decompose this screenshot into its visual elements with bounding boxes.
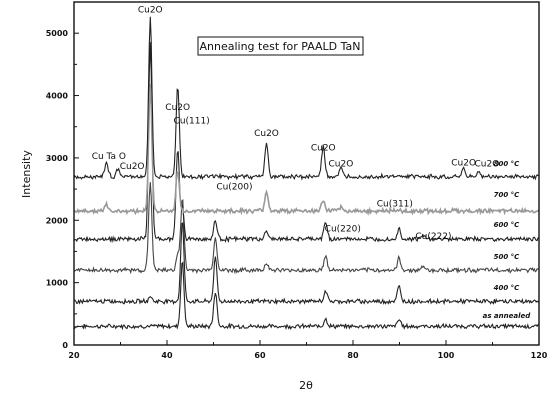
chart-title-box: Annealing test for PAALD TaN xyxy=(197,36,364,56)
curve-labels: 800 °C 700 °C 600 °C 500 °C 400 °C as anneale… xyxy=(483,160,532,320)
series-line-1 xyxy=(74,222,539,306)
series-line-0 xyxy=(74,261,539,331)
x-tick-label: 100 xyxy=(438,351,455,360)
series-line-5 xyxy=(74,16,539,181)
y-tick-label: 3000 xyxy=(46,154,69,163)
peak-label: Cu2O xyxy=(329,160,354,170)
peak-label: Cu2O xyxy=(254,129,279,139)
axis-ticks: 20 40 60 80 100 120 0 1000 2000 3000 4000 5000 xyxy=(46,29,548,360)
series-traces xyxy=(74,16,539,331)
peak-label: Cu(200) xyxy=(216,183,252,193)
x-tick-label: 40 xyxy=(161,351,173,360)
peak-label: Cu(311) xyxy=(377,200,413,210)
peak-label: Cu2O xyxy=(451,158,476,168)
peak-label: Cu2O xyxy=(165,103,190,113)
curve-label: 800 °C xyxy=(494,160,521,168)
peak-label: Cu Ta O xyxy=(92,152,126,162)
y-tick-label: 2000 xyxy=(46,216,69,225)
curve-label: as annealed xyxy=(483,312,532,320)
peak-label: Cu2O xyxy=(120,162,145,172)
peak-label: Cu(220) xyxy=(325,224,361,234)
x-tick-label: 60 xyxy=(254,351,266,360)
x-tick-label: 80 xyxy=(347,351,359,360)
peak-label: Cu2O xyxy=(475,160,500,170)
y-axis-title: Intensity xyxy=(20,150,33,198)
peak-label: Cu(111) xyxy=(174,117,210,127)
x-tick-label: 20 xyxy=(68,351,80,360)
curve-label: 400 °C xyxy=(494,284,521,292)
y-tick-label: 4000 xyxy=(46,92,69,101)
y-tick-label: 1000 xyxy=(46,279,69,288)
series-line-4 xyxy=(74,84,539,216)
series-line-2 xyxy=(74,182,539,275)
x-tick-label: 120 xyxy=(531,351,548,360)
curve-label: 500 °C xyxy=(494,253,521,261)
x-axis-title: 2θ xyxy=(299,379,313,392)
peak-label: Cu2O xyxy=(311,143,336,153)
y-tick-label: 0 xyxy=(62,341,68,350)
peak-label: Cu(222) xyxy=(415,232,451,242)
curve-label: 600 °C xyxy=(494,221,521,229)
chart-title: Annealing test for PAALD TaN xyxy=(199,40,360,53)
y-tick-label: 5000 xyxy=(46,29,69,38)
curve-label: 700 °C xyxy=(494,191,521,199)
peak-label: Cu2O xyxy=(138,6,163,16)
